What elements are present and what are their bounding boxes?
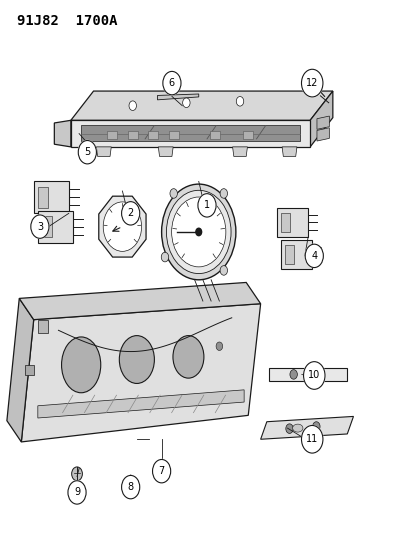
Bar: [128, 131, 138, 139]
Text: 91J82  1700A: 91J82 1700A: [17, 14, 117, 28]
Circle shape: [152, 459, 170, 483]
Circle shape: [220, 265, 227, 275]
Text: 11: 11: [305, 434, 318, 445]
Circle shape: [197, 193, 216, 217]
Circle shape: [195, 228, 201, 236]
Polygon shape: [81, 125, 299, 141]
Polygon shape: [157, 94, 198, 100]
Circle shape: [236, 96, 243, 106]
Bar: [276, 208, 307, 237]
Text: 5: 5: [84, 147, 90, 157]
Bar: [107, 131, 117, 139]
Circle shape: [170, 189, 177, 198]
Text: 6: 6: [169, 78, 175, 88]
Ellipse shape: [173, 336, 204, 378]
Circle shape: [127, 477, 138, 492]
Text: 2: 2: [127, 208, 133, 219]
Circle shape: [71, 467, 82, 481]
Text: 10: 10: [307, 370, 320, 381]
Circle shape: [304, 244, 323, 268]
Circle shape: [166, 190, 230, 273]
Bar: [280, 240, 311, 269]
Circle shape: [312, 422, 319, 431]
Bar: [25, 365, 33, 375]
Circle shape: [31, 215, 49, 238]
Circle shape: [301, 69, 322, 97]
Text: 4: 4: [311, 251, 317, 261]
Circle shape: [312, 369, 319, 379]
Polygon shape: [260, 416, 353, 439]
Bar: [285, 245, 294, 264]
Text: 8: 8: [127, 482, 133, 492]
Polygon shape: [71, 91, 332, 120]
Polygon shape: [158, 147, 173, 157]
Circle shape: [311, 84, 318, 92]
Polygon shape: [281, 147, 296, 157]
Circle shape: [289, 369, 297, 379]
Circle shape: [216, 342, 222, 351]
Polygon shape: [268, 368, 347, 381]
Text: 1: 1: [204, 200, 209, 211]
Circle shape: [78, 141, 96, 164]
Text: 7: 7: [158, 466, 164, 476]
Polygon shape: [54, 120, 71, 147]
Bar: [210, 131, 220, 139]
Circle shape: [103, 202, 141, 252]
Ellipse shape: [119, 336, 154, 383]
Polygon shape: [309, 91, 332, 147]
Ellipse shape: [62, 337, 100, 393]
Circle shape: [161, 184, 235, 280]
Polygon shape: [316, 128, 329, 141]
Polygon shape: [316, 116, 329, 130]
Bar: [169, 131, 178, 139]
Text: 3: 3: [37, 222, 43, 232]
Bar: [243, 131, 253, 139]
Circle shape: [303, 362, 324, 389]
Circle shape: [301, 425, 322, 453]
Bar: [38, 211, 73, 243]
Circle shape: [161, 252, 168, 262]
Circle shape: [121, 201, 140, 225]
Polygon shape: [38, 390, 244, 418]
Polygon shape: [96, 147, 111, 157]
Ellipse shape: [292, 424, 302, 432]
Circle shape: [171, 197, 225, 267]
Circle shape: [182, 98, 190, 108]
Polygon shape: [21, 304, 260, 442]
Bar: [38, 320, 48, 333]
Polygon shape: [7, 298, 33, 442]
Polygon shape: [71, 120, 309, 147]
Polygon shape: [19, 282, 260, 320]
Circle shape: [121, 475, 140, 499]
Circle shape: [220, 189, 227, 198]
Bar: [148, 131, 158, 139]
Polygon shape: [232, 147, 247, 157]
Circle shape: [68, 481, 86, 504]
Circle shape: [162, 71, 180, 95]
Circle shape: [129, 101, 136, 110]
Bar: [38, 187, 48, 208]
Bar: [33, 181, 69, 213]
Circle shape: [285, 424, 292, 433]
Text: 9: 9: [74, 488, 80, 497]
Bar: [280, 213, 290, 232]
Text: 12: 12: [305, 78, 318, 88]
Bar: [42, 216, 52, 237]
Polygon shape: [99, 196, 146, 257]
